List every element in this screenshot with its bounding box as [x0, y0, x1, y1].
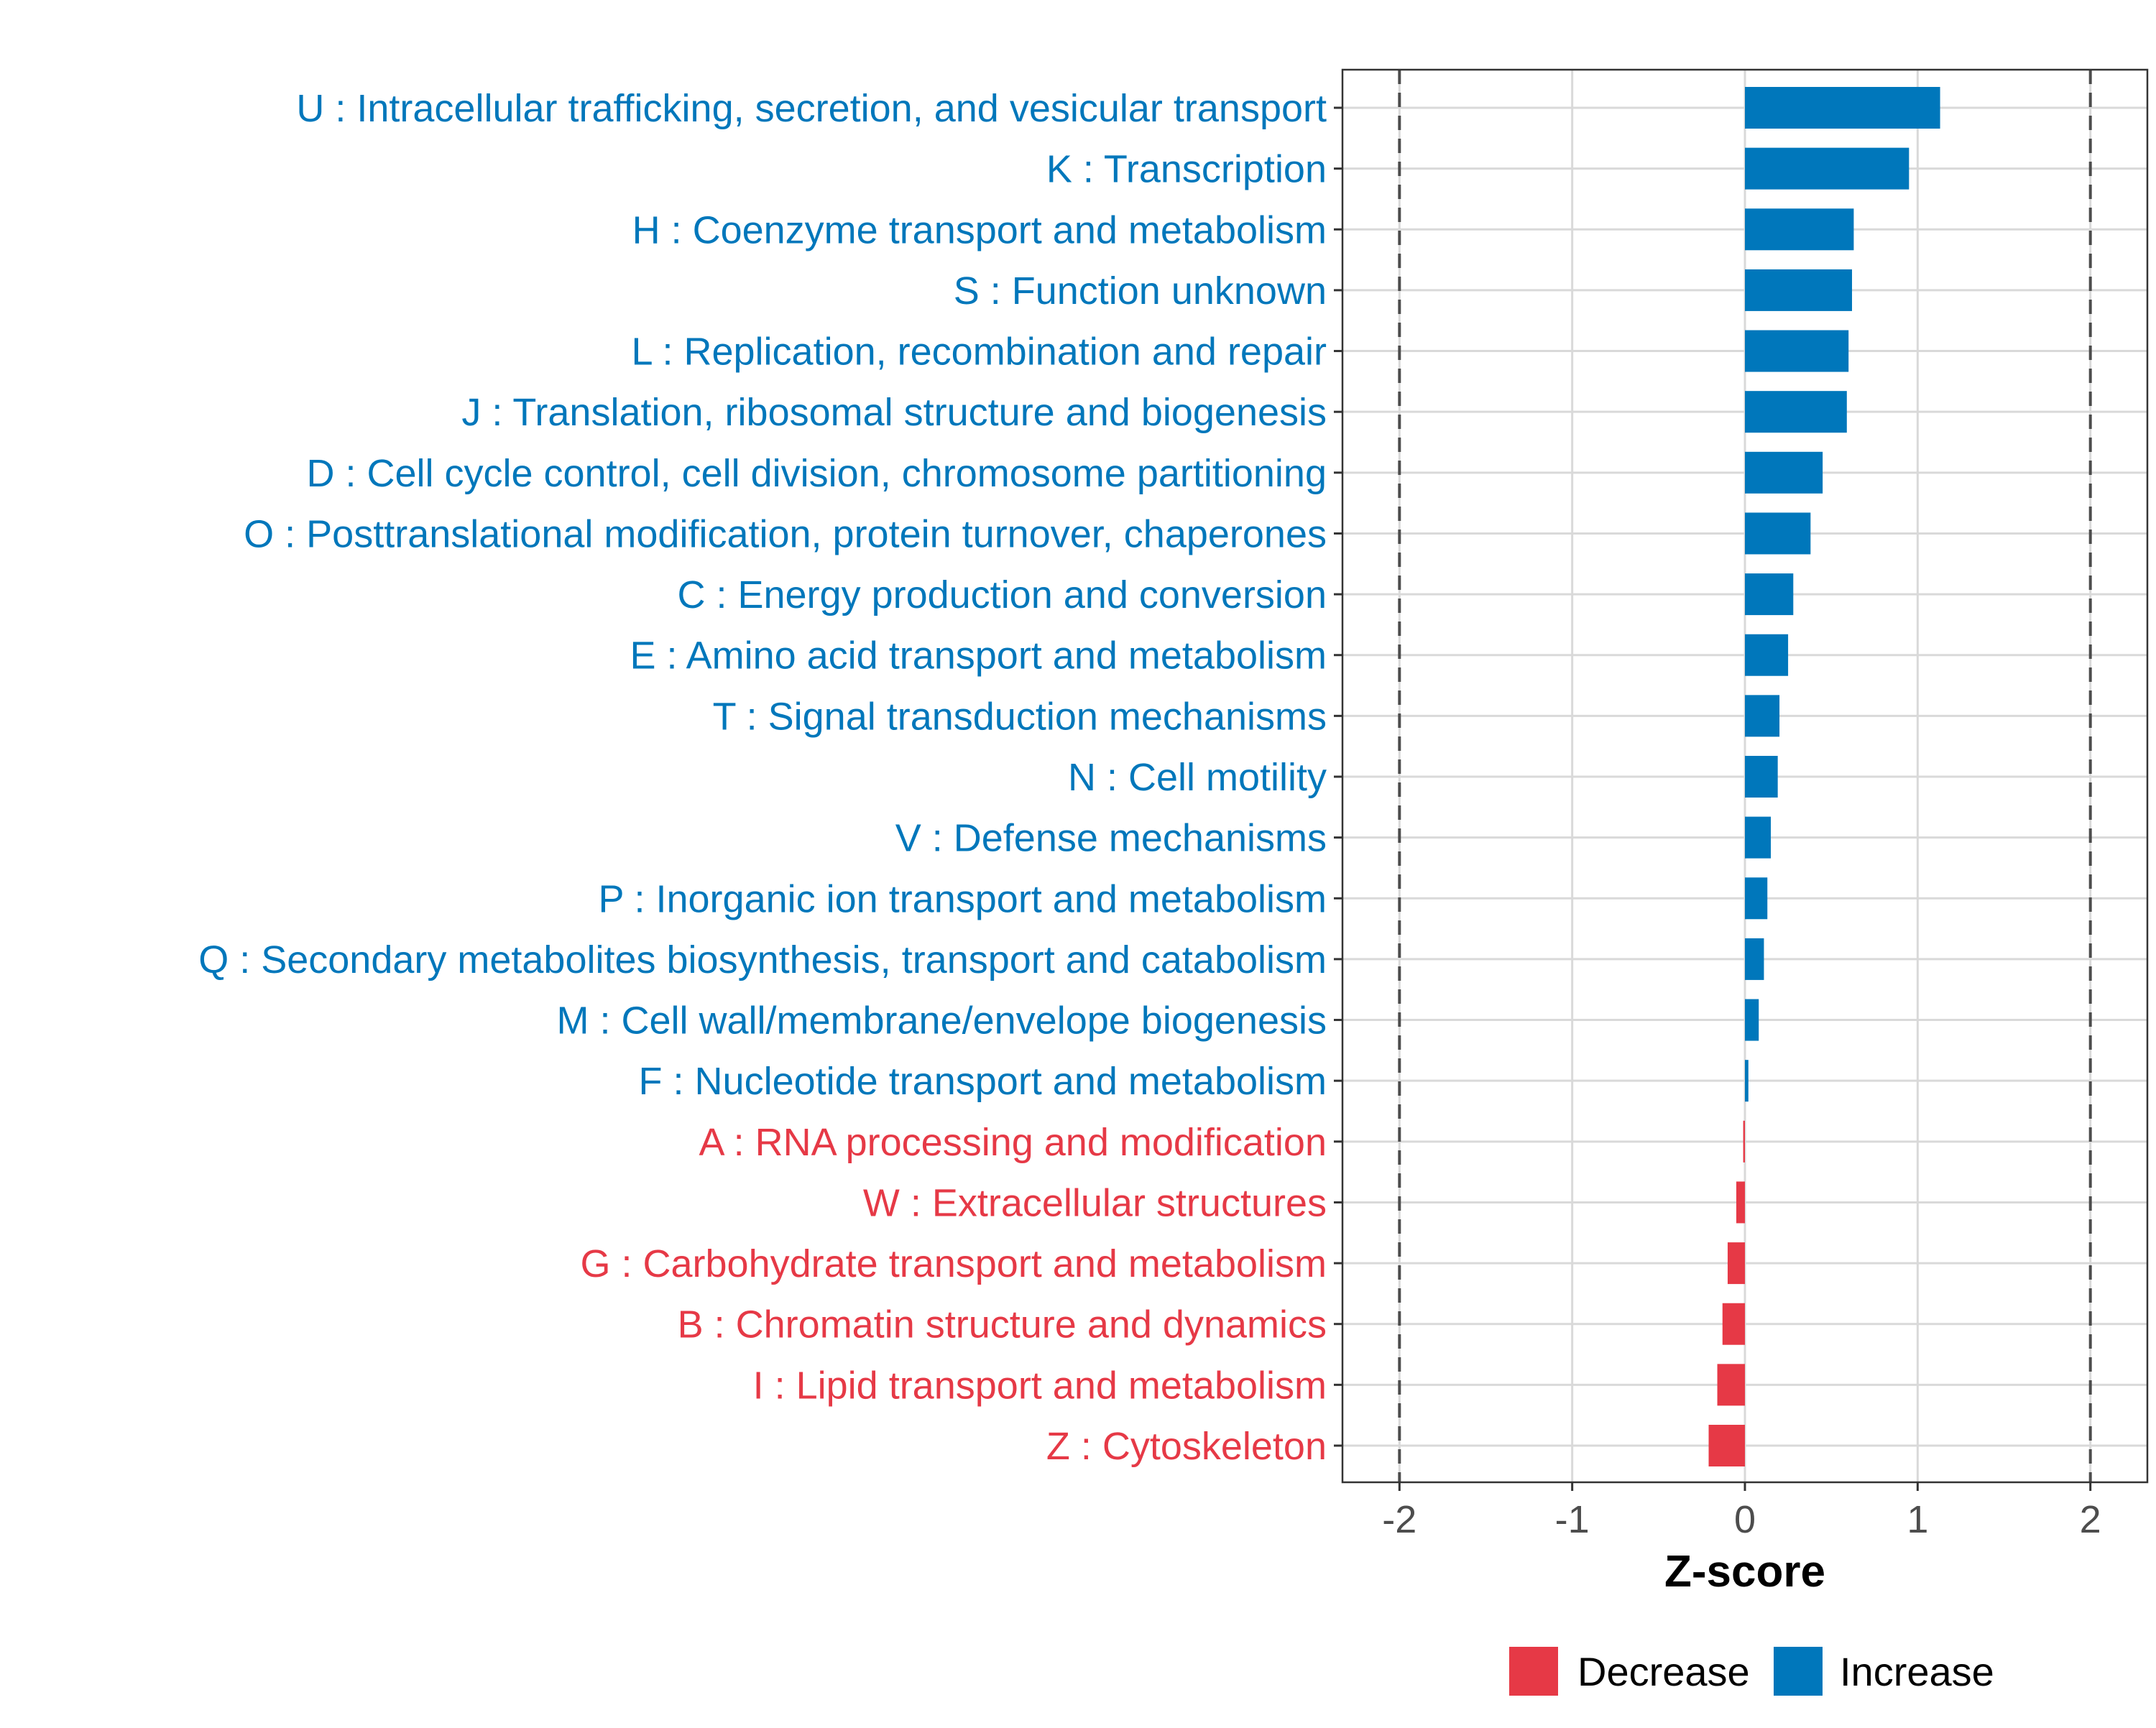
- legend-label-decrease: Decrease: [1577, 1649, 1750, 1694]
- x-tick-label: 0: [1734, 1498, 1756, 1541]
- category-label: Z : Cytoskeleton: [1046, 1425, 1327, 1468]
- category-label: N : Cell motility: [1068, 756, 1327, 799]
- category-labels: U : Intracellular trafficking, secretion…: [198, 87, 1327, 1468]
- category-label: I : Lipid transport and metabolism: [753, 1364, 1327, 1407]
- bar: [1717, 1364, 1745, 1406]
- category-label: P : Inorganic ion transport and metaboli…: [598, 877, 1327, 920]
- bar: [1745, 695, 1780, 737]
- bar-layer: [1708, 87, 1940, 1466]
- bar: [1745, 877, 1768, 920]
- x-tick-label: -1: [1555, 1498, 1590, 1541]
- category-label: F : Nucleotide transport and metabolism: [639, 1060, 1327, 1103]
- x-tick-label: 2: [2080, 1498, 2101, 1541]
- bar: [1745, 573, 1794, 616]
- bar: [1745, 147, 1909, 190]
- bar: [1745, 634, 1789, 676]
- category-label: U : Intracellular trafficking, secretion…: [296, 87, 1327, 130]
- bar: [1745, 208, 1854, 251]
- x-axis-ticks: -2 -1 0 1 2: [1382, 1482, 2101, 1541]
- category-label: Q : Secondary metabolites biosynthesis, …: [198, 938, 1327, 981]
- x-tick-label: 1: [1907, 1498, 1928, 1541]
- category-label: M : Cell wall/membrane/envelope biogenes…: [556, 999, 1327, 1043]
- category-label: O : Posttranslational modification, prot…: [244, 512, 1327, 555]
- category-label: J : Translation, ribosomal structure and…: [461, 391, 1327, 434]
- bar: [1745, 451, 1823, 494]
- category-label: C : Energy production and conversion: [677, 573, 1327, 616]
- category-label: L : Replication, recombination and repai…: [631, 331, 1327, 374]
- category-label: H : Coenzyme transport and metabolism: [632, 208, 1327, 251]
- legend-swatch-increase: [1774, 1647, 1823, 1696]
- category-label: G : Carbohydrate transport and metabolis…: [581, 1242, 1327, 1285]
- category-label: K : Transcription: [1046, 148, 1327, 191]
- category-label: B : Chromatin structure and dynamics: [678, 1303, 1327, 1346]
- bar: [1745, 1060, 1749, 1102]
- x-tick-label: -2: [1382, 1498, 1416, 1541]
- category-label: T : Signal transduction mechanisms: [713, 695, 1327, 738]
- legend: Decrease Increase: [1509, 1647, 1994, 1696]
- bar: [1745, 816, 1772, 859]
- bar: [1722, 1303, 1745, 1345]
- threshold-layer: [1398, 70, 2092, 1482]
- category-label: D : Cell cycle control, cell division, c…: [306, 452, 1327, 495]
- bar: [1708, 1425, 1745, 1466]
- bar: [1745, 512, 1811, 555]
- x-axis-title: Z-score: [1664, 1547, 1825, 1597]
- bar: [1743, 1120, 1745, 1163]
- legend-label-increase: Increase: [1840, 1649, 1994, 1694]
- category-label: V : Defense mechanisms: [895, 817, 1327, 860]
- bar: [1745, 330, 1849, 372]
- bar: [1745, 87, 1940, 129]
- category-label: S : Function unknown: [954, 269, 1327, 313]
- category-label: A : RNA processing and modification: [699, 1121, 1327, 1164]
- category-label: E : Amino acid transport and metabolism: [630, 634, 1327, 678]
- bar: [1727, 1242, 1745, 1285]
- legend-swatch-decrease: [1509, 1647, 1558, 1696]
- bar: [1745, 391, 1847, 433]
- bar: [1736, 1181, 1745, 1224]
- y-tick-marks: [1334, 106, 1342, 1447]
- bar: [1745, 938, 1764, 980]
- bar: [1745, 999, 1759, 1041]
- category-label: W : Extracellular structures: [863, 1181, 1327, 1224]
- bar: [1745, 756, 1778, 798]
- bar: [1745, 269, 1853, 311]
